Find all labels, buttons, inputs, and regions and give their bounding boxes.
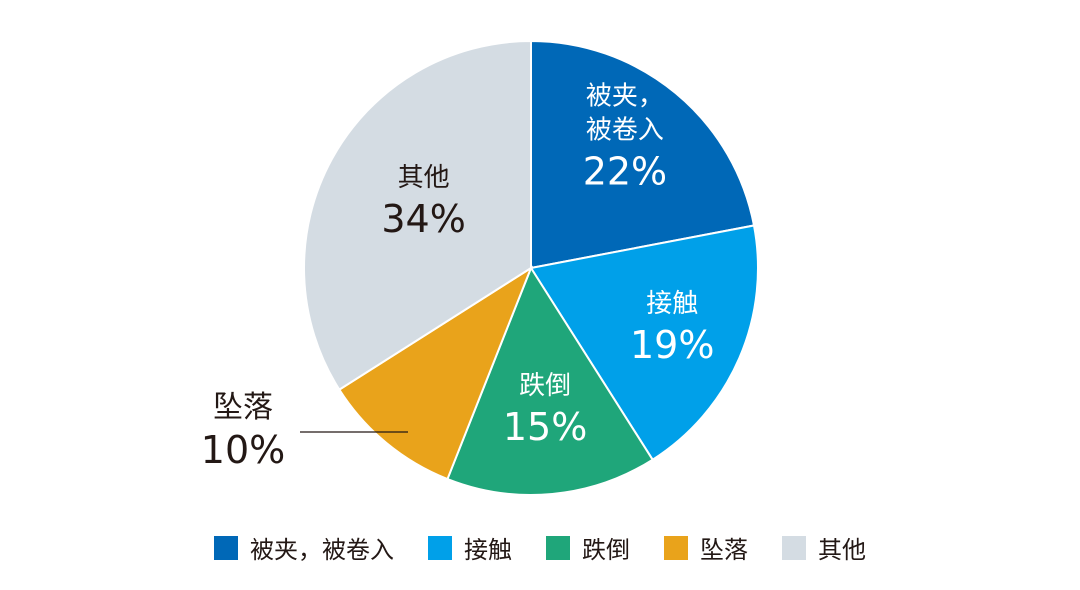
legend-item: 跌倒: [546, 530, 630, 565]
legend-label: 跌倒: [582, 536, 630, 564]
legend-label: 被夹，被卷入: [250, 536, 394, 564]
pie-slice: [446, 265, 655, 496]
legend-item: 坠落: [664, 530, 748, 565]
slice-value-label: 19%: [630, 323, 714, 367]
pie-slice: [529, 224, 759, 462]
legend-item: 被夹，被卷入: [214, 530, 394, 565]
legend-swatch: [214, 535, 238, 560]
slice-category-label: 其他: [398, 163, 450, 193]
slice-category-label: 接触: [646, 289, 698, 319]
slice-category-label: 被夹，: [586, 82, 664, 112]
pie-slice: [530, 39, 756, 270]
pie-slices: [303, 39, 759, 496]
slice-value-label: 15%: [503, 405, 587, 449]
legend-item: 接触: [428, 530, 512, 565]
legend-swatch: [782, 535, 806, 560]
pie-slice: [337, 265, 534, 481]
slice-category-label: 被卷入: [586, 116, 664, 146]
chart-legend: 被夹，被卷入 接触 跌倒 坠落 其他: [0, 530, 1080, 565]
slice-category-label: 跌倒: [519, 371, 571, 401]
legend-label: 其他: [818, 536, 866, 564]
legend-swatch: [664, 535, 688, 560]
slice-value-label: 10%: [201, 428, 285, 472]
slice-category-label: 坠落: [213, 390, 273, 425]
pie-slice: [303, 39, 532, 392]
legend-label: 接触: [464, 536, 512, 564]
slice-value-label: 22%: [583, 150, 667, 194]
legend-swatch: [428, 535, 452, 560]
slice-value-label: 34%: [381, 197, 465, 241]
legend-label: 坠落: [700, 536, 748, 564]
legend-swatch: [546, 535, 570, 560]
legend-item: 其他: [782, 530, 866, 565]
